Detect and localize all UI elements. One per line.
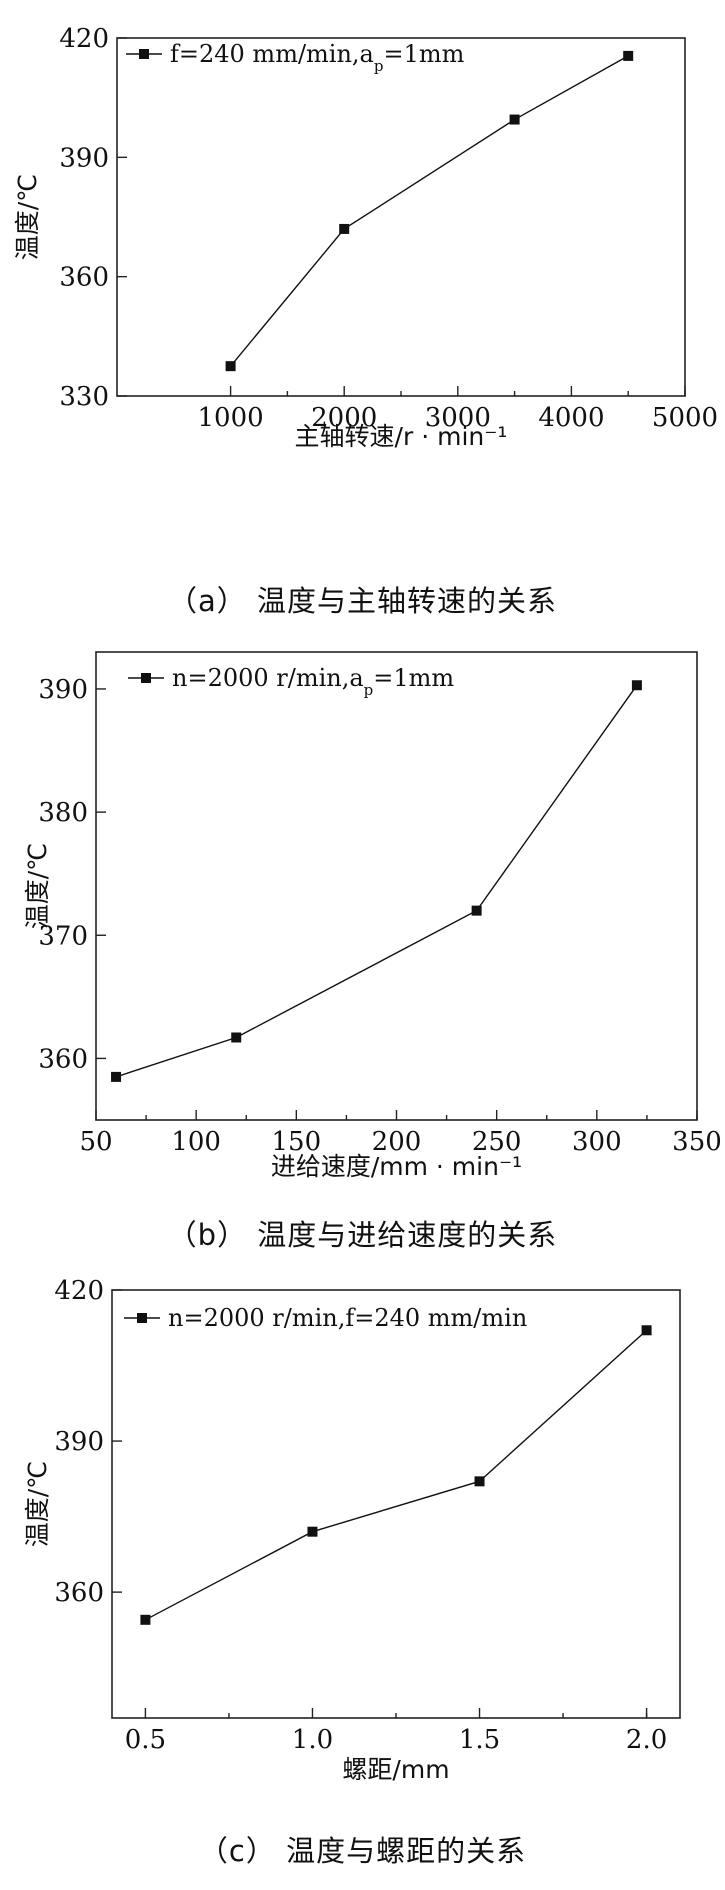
chart-b-data-point [231,1032,242,1043]
chart-a-y-tick-label: 390 [59,143,109,173]
chart-b-y-tick-label: 380 [38,798,88,828]
chart-b-legend-marker [141,673,151,683]
chart-a-data-point [509,114,520,125]
chart-a-caption: （a） 温度与主轴转速的关系 [168,584,557,618]
chart-b-x-tick-label: 100 [171,1127,221,1157]
chart-c-x-tick-label: 1.0 [292,1725,333,1755]
chart-c-plot-frame [111,1289,681,1719]
chart-a-x-tick-label: 1000 [198,403,264,433]
chart-c-x-tick-label: 2.0 [626,1725,667,1755]
chart-c-data-point [474,1476,485,1487]
chart-c-data-point [140,1614,151,1625]
chart-b-x-tick-label: 250 [472,1127,522,1157]
chart-c-y-tick-label: 360 [54,1578,104,1608]
chart-a-x-tick-label: 2000 [311,403,377,433]
chart-b-caption: （b） 温度与进给速度的关系 [167,1218,558,1252]
chart-b-y-tick-label: 390 [38,675,88,705]
chart-a-y-tick-label: 420 [59,24,109,54]
chart-a-series-line [230,55,629,367]
chart-c-caption: （c） 温度与螺距的关系 [198,1834,527,1868]
chart-b-legend-text: n=2000 r/min,ap=1mm [172,664,454,699]
chart-a-data-point [623,50,634,61]
chart-b-plot-frame [95,651,698,1121]
chart-b-y-tick-label: 370 [38,921,88,951]
chart-c-x-axis-label: 螺距/mm [342,1755,449,1784]
chart-b-x-tick-label: 150 [272,1127,322,1157]
chart-b-series-line [115,684,638,1078]
chart-c-y-tick-label: 390 [54,1427,104,1457]
chart-c-series-line [145,1329,648,1621]
chart-a-x-axis-label: 主轴转速/r · min⁻¹ [295,422,508,451]
chart-a-y-tick-label: 360 [59,263,109,293]
chart-b-x-tick-label: 350 [672,1127,722,1157]
chart-panel-a: 1000 2000 3000 4000 5000 330 360 390 420 主轴转速/r ·… [0,0,725,620]
chart-c-y-tick-label: 420 [54,1276,104,1306]
chart-a-legend-marker [139,49,149,59]
chart-panel-b: 50 100 150 200 250 300 350 360 370 380 390 进给速度/mm … [0,620,725,1260]
chart-b-y-axis-label: 温度/℃ [23,843,52,930]
chart-b-x-tick-label: 50 [79,1127,112,1157]
chart-c-legend-marker [137,1313,147,1323]
chart-c-x-tick-label: 0.5 [125,1725,166,1755]
chart-c-data-point [641,1325,652,1336]
chart-a-y-tick-label: 330 [59,382,109,412]
chart-a-svg: 1000 2000 3000 4000 5000 330 360 390 420 主轴转速/r ·… [13,24,718,451]
chart-a-x-tick-label: 5000 [652,403,718,433]
chart-b-svg: 50 100 150 200 250 300 350 360 370 380 390 进给速度/mm … [23,651,722,1181]
chart-c-x-tick-label: 1.5 [459,1725,500,1755]
chart-c-y-axis-label: 温度/℃ [23,1461,52,1548]
chart-b-y-tick-label: 360 [38,1044,88,1074]
chart-a-y-axis-label: 温度/℃ [13,174,42,261]
chart-panel-c: 0.5 1.0 1.5 2.0 360 390 420 螺距/mm 温度/℃ n=2000 r/m… [0,1260,725,1890]
chart-a-x-tick-label: 4000 [538,403,604,433]
chart-b-data-point [631,680,642,691]
chart-a-data-point [339,223,350,234]
chart-b-x-tick-label: 200 [372,1127,422,1157]
chart-c-legend-text: n=2000 r/min,f=240 mm/min [168,1304,527,1332]
chart-a-plot-frame [116,37,686,397]
chart-b-x-axis-label: 进给速度/mm · min⁻¹ [271,1152,522,1181]
chart-b-data-point [471,905,482,916]
chart-c-data-point [307,1526,318,1537]
chart-a-x-tick-label: 3000 [425,403,491,433]
chart-b-x-tick-label: 300 [572,1127,622,1157]
chart-a-legend-text: f=240 mm/min,ap=1mm [170,40,465,75]
chart-b-data-point [111,1071,122,1082]
chart-a-data-point [225,361,236,372]
chart-c-svg: 0.5 1.0 1.5 2.0 360 390 420 螺距/mm 温度/℃ n=2000 r/m… [23,1276,681,1784]
